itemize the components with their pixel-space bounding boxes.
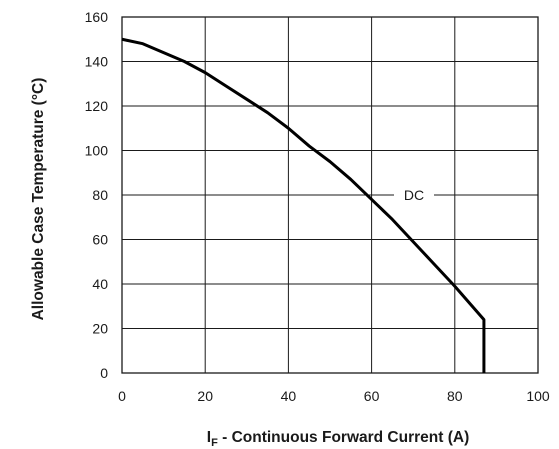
series-label-0: DC <box>404 187 424 203</box>
x-tick-label-60: 60 <box>364 388 380 404</box>
x-tick-labels: 0 20 40 60 80 100 <box>118 388 550 404</box>
y-tick-label-160: 160 <box>85 9 109 25</box>
x-axis-title-rest: - Continuous Forward Current (A) <box>218 429 469 446</box>
horizontal-gridlines <box>122 61 538 329</box>
series-line-0 <box>121 37 486 373</box>
x-axis-subscript: F <box>211 437 218 449</box>
series-layer <box>121 37 486 373</box>
y-tick-label-80: 80 <box>92 187 108 203</box>
x-tick-label-20: 20 <box>197 388 213 404</box>
y-tick-label-120: 120 <box>85 98 109 114</box>
x-tick-label-0: 0 <box>118 388 126 404</box>
x-tick-label-100: 100 <box>526 388 550 404</box>
plot-frame <box>121 16 539 374</box>
y-tick-label-140: 140 <box>85 54 109 70</box>
y-tick-label-40: 40 <box>92 276 108 292</box>
x-axis-symbol: I <box>207 429 211 446</box>
x-axis-title: IF - Continuous Forward Current (A) <box>207 429 469 449</box>
y-tick-label-100: 100 <box>85 143 109 159</box>
y-tick-label-60: 60 <box>92 232 108 248</box>
y-tick-label-20: 20 <box>92 321 108 337</box>
y-tick-label-0: 0 <box>100 365 108 381</box>
y-tick-labels: 0 20 40 60 80 100 120 140 160 <box>85 9 109 381</box>
series-annotations: DC <box>394 183 434 205</box>
x-tick-label-80: 80 <box>447 388 463 404</box>
y-axis-title: Allowable Case Temperature (°C) <box>30 78 47 321</box>
series-label-background <box>394 183 434 205</box>
x-tick-label-40: 40 <box>281 388 297 404</box>
